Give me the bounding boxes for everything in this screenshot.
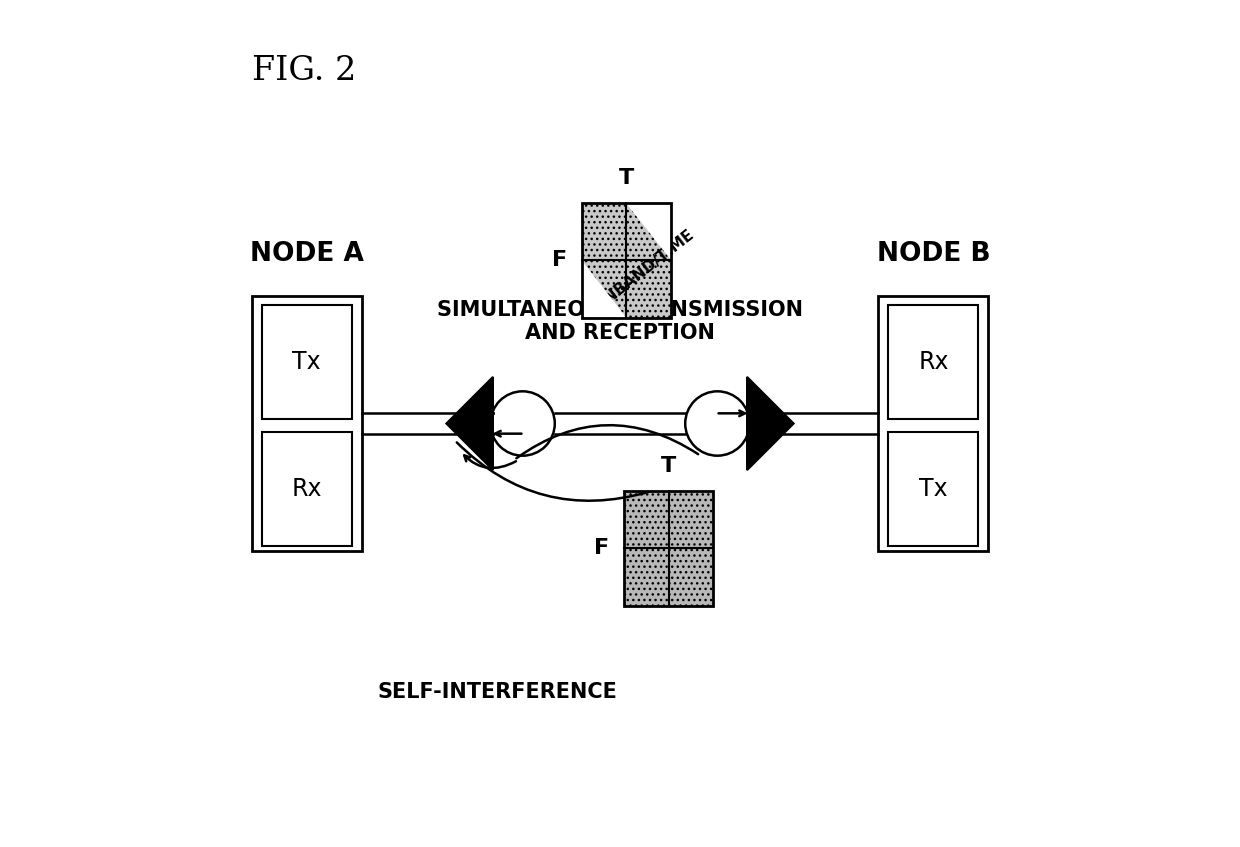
Text: Rx: Rx bbox=[291, 477, 322, 501]
Bar bbox=[889, 432, 978, 546]
Bar bbox=[626, 203, 671, 261]
Bar bbox=[668, 491, 713, 549]
Bar bbox=[624, 549, 668, 606]
Text: FIG. 2: FIG. 2 bbox=[252, 55, 356, 87]
Text: INBAND/TIME: INBAND/TIME bbox=[598, 226, 697, 308]
Polygon shape bbox=[582, 261, 626, 318]
Text: Tx: Tx bbox=[293, 350, 321, 374]
Text: Tx: Tx bbox=[919, 477, 947, 501]
Bar bbox=[889, 305, 978, 419]
Bar bbox=[668, 549, 713, 606]
Bar bbox=[582, 261, 626, 318]
Polygon shape bbox=[446, 377, 494, 470]
Bar bbox=[582, 203, 626, 261]
Text: Rx: Rx bbox=[918, 350, 949, 374]
Bar bbox=[262, 432, 351, 546]
Bar bbox=[252, 296, 362, 551]
Bar bbox=[262, 305, 351, 419]
Text: NODE A: NODE A bbox=[249, 241, 363, 267]
Text: SELF-INTERFERENCE: SELF-INTERFERENCE bbox=[377, 682, 618, 702]
Text: T: T bbox=[661, 456, 676, 476]
Bar bbox=[878, 296, 988, 551]
Bar bbox=[626, 261, 671, 318]
Bar bbox=[624, 491, 713, 606]
Bar bbox=[624, 491, 668, 549]
Text: F: F bbox=[552, 251, 567, 270]
Polygon shape bbox=[626, 203, 671, 261]
Polygon shape bbox=[746, 377, 794, 470]
Text: T: T bbox=[619, 168, 634, 188]
Text: NODE B: NODE B bbox=[877, 241, 991, 267]
Text: SIMULTANEOUS TRANSMISSION
AND RECEPTION: SIMULTANEOUS TRANSMISSION AND RECEPTION bbox=[436, 300, 804, 343]
Bar bbox=[582, 203, 671, 318]
Text: F: F bbox=[594, 539, 609, 558]
